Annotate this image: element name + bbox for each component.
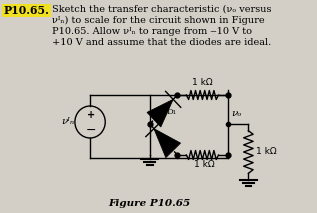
- Polygon shape: [154, 129, 180, 158]
- Text: +10 V and assume that the diodes are ideal.: +10 V and assume that the diodes are ide…: [52, 38, 271, 47]
- Text: +: +: [87, 110, 95, 120]
- Text: 1 kΩ: 1 kΩ: [256, 147, 277, 157]
- Text: P10.65. Allow νᴵₙ to range from ‒10 V to: P10.65. Allow νᴵₙ to range from ‒10 V to: [52, 27, 252, 36]
- Text: −: −: [86, 124, 96, 137]
- Text: νᴵₙ: νᴵₙ: [62, 118, 75, 127]
- Text: 1 kΩ: 1 kΩ: [194, 160, 215, 169]
- Text: 1 kΩ: 1 kΩ: [192, 78, 213, 87]
- Text: D₂: D₂: [160, 138, 170, 147]
- Text: D₁: D₁: [166, 108, 176, 115]
- Text: Sketch the transfer characteristic (νₒ versus: Sketch the transfer characteristic (νₒ v…: [52, 5, 272, 14]
- Polygon shape: [147, 99, 173, 127]
- Text: νᴵₙ) to scale for the circuit shown in Figure: νᴵₙ) to scale for the circuit shown in F…: [52, 16, 265, 25]
- Text: Figure P10.65: Figure P10.65: [109, 199, 191, 208]
- Text: P10.65.: P10.65.: [4, 5, 50, 16]
- Text: νₒ: νₒ: [231, 109, 242, 118]
